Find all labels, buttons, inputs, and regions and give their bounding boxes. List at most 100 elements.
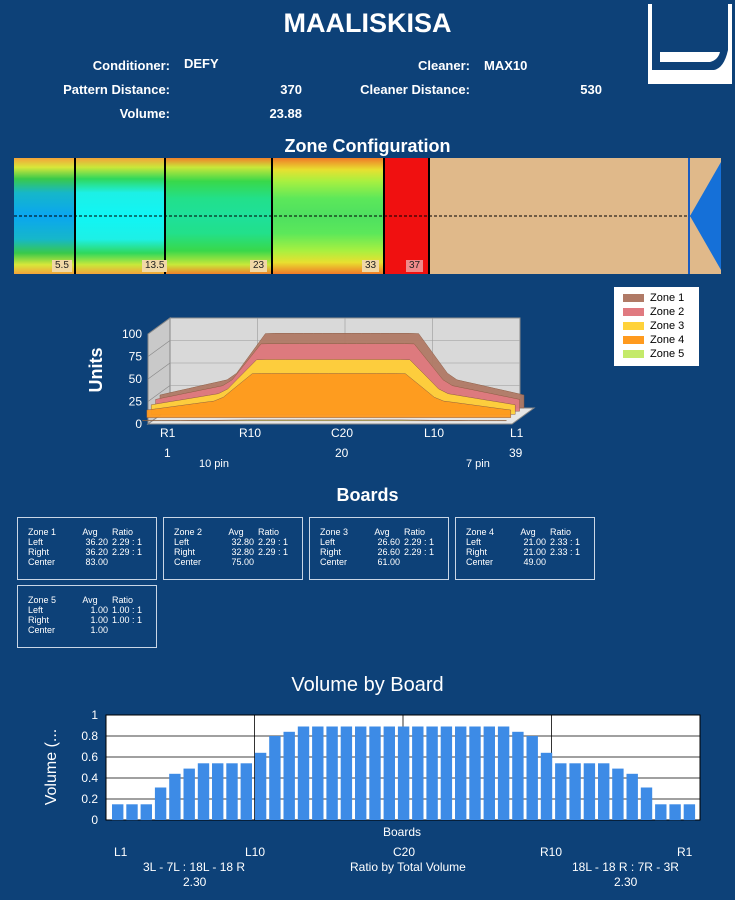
right-ratio: 2.29 : 1 <box>258 547 289 557</box>
volume-bar <box>426 726 438 820</box>
zone-name: Zone 1 <box>28 527 57 537</box>
volume-xtick-r10: R10 <box>540 845 563 859</box>
left-avg: 1.00 <box>90 605 108 615</box>
zone-area-4 <box>146 373 512 418</box>
left-ratio: 2.29 : 1 <box>404 537 435 547</box>
legend-item-zone-2: Zone 2 <box>623 306 684 318</box>
zone-marker-1: 5.5 <box>52 260 72 272</box>
left-avg: 26.60 <box>377 537 400 547</box>
volume-bar <box>154 787 167 820</box>
avg-header: Avg <box>228 527 244 537</box>
legend-item-zone-4: Zone 4 <box>623 334 684 346</box>
volume-bar <box>412 726 424 820</box>
brand-logo <box>648 4 732 84</box>
zones-chart-ylabel: Units <box>86 347 106 393</box>
conditioner-label: Conditioner: <box>92 58 170 73</box>
volume-xtick-l1: L1 <box>114 845 128 859</box>
row-label-left: Left <box>174 537 190 547</box>
avg-header: Avg <box>374 527 390 537</box>
avg-header: Avg <box>520 527 536 537</box>
center-avg: 61.00 <box>377 557 400 567</box>
page-title: MAALISKISA <box>283 8 452 38</box>
volume-chart-ylabel: Volume (... <box>43 728 60 806</box>
zone-1-stats-box: Zone 1 Avg Ratio Left 36.20 2.29 : 1 Right 36.2… <box>17 517 157 580</box>
legend-item-zone-1: Zone 1 <box>623 292 684 304</box>
volume-bar <box>340 726 353 820</box>
pin-label-10: 10 pin <box>199 458 229 470</box>
ratio-header: Ratio <box>404 527 426 537</box>
right-avg: 1.00 <box>90 615 108 625</box>
volume-chart-title: Volume by Board <box>291 674 444 696</box>
ratio-header: Ratio <box>112 595 134 605</box>
boards-title: Boards <box>336 485 399 505</box>
row-label-left: Left <box>320 537 336 547</box>
volume-bar <box>569 763 581 820</box>
zone-name: Zone 5 <box>28 595 57 605</box>
center-avg: 1.00 <box>90 625 108 635</box>
volume-bar <box>540 752 553 820</box>
volume-bar <box>598 763 610 820</box>
volume-bar <box>369 726 381 820</box>
volume-ytick: 0.4 <box>81 771 98 785</box>
cleaner-value: MAX10 <box>484 58 528 73</box>
zones-ytick: 25 <box>129 395 143 409</box>
volume-bar <box>612 768 624 820</box>
legend-item-zone-3: Zone 3 <box>623 320 684 332</box>
volume-bar <box>283 731 295 820</box>
zone-4-stats-box: Zone 4 Avg Ratio Left 21.00 2.33 : 1 Right 21.0… <box>455 517 595 580</box>
volume-bar <box>169 773 181 820</box>
volume-bar <box>669 804 681 821</box>
volume-value: 23.88 <box>269 106 302 121</box>
volume-bar <box>440 726 453 820</box>
zones-chart-legend: Zone 1 Zone 2 Zone 3 Zone 4 Zone 5 <box>614 287 699 366</box>
row-label-left: Left <box>466 537 482 547</box>
volume-ytick: 1 <box>91 708 98 722</box>
volume-bar <box>469 726 481 820</box>
zone-name: Zone 3 <box>320 527 349 537</box>
right-ratio: 2.33 : 1 <box>550 547 581 557</box>
volume-bar <box>626 773 638 820</box>
left-ratio: 1.00 : 1 <box>112 605 143 615</box>
volume-bar <box>312 726 324 820</box>
volume-bar <box>297 726 310 820</box>
volume-bar <box>326 726 338 820</box>
row-label-left: Left <box>28 605 44 615</box>
volume-bar <box>455 726 467 820</box>
volume-bar <box>212 763 224 820</box>
left-avg: 36.20 <box>85 537 108 547</box>
zone-marker-4: 33 <box>362 260 380 272</box>
volume-bar <box>526 736 538 820</box>
right-avg: 36.20 <box>85 547 108 557</box>
zones-xtick-c20: C20 <box>331 426 354 440</box>
zones-ytick: 0 <box>135 417 142 431</box>
right-avg: 32.80 <box>231 547 254 557</box>
right-ratio-value: 2.30 <box>614 875 638 889</box>
zone-name: Zone 4 <box>466 527 495 537</box>
row-label-right: Right <box>174 547 196 557</box>
volume-bar <box>655 804 667 821</box>
zones-ytick: 100 <box>122 327 142 341</box>
right-ratio: 2.29 : 1 <box>404 547 435 557</box>
volume-bar <box>126 804 138 821</box>
zones-xtick-r1: R1 <box>160 426 176 440</box>
volume-bar <box>197 763 210 820</box>
volume-chart: 1 0.8 0.6 0.4 0.2 0 <box>80 705 710 830</box>
zones-ytick: 75 <box>129 350 143 364</box>
pattern-distance-label: Pattern Distance: <box>63 82 170 97</box>
row-label-center: Center <box>174 557 202 567</box>
volume-bar <box>383 726 395 820</box>
cleaner-distance-value: 530 <box>580 82 602 97</box>
volume-bar <box>497 726 510 820</box>
volume-ytick: 0 <box>91 813 98 827</box>
ratio-header: Ratio <box>112 527 134 537</box>
volume-bar <box>240 763 252 820</box>
pattern-distance-value: 370 <box>280 82 302 97</box>
center-avg: 83.00 <box>85 557 108 567</box>
volume-label: Volume: <box>119 106 170 121</box>
volume-bar <box>583 763 596 820</box>
volume-bar <box>397 726 410 820</box>
ratio-header: Ratio <box>258 527 280 537</box>
center-avg: 49.00 <box>523 557 546 567</box>
left-ratio: 2.33 : 1 <box>550 537 581 547</box>
row-label-center: Center <box>28 557 56 567</box>
